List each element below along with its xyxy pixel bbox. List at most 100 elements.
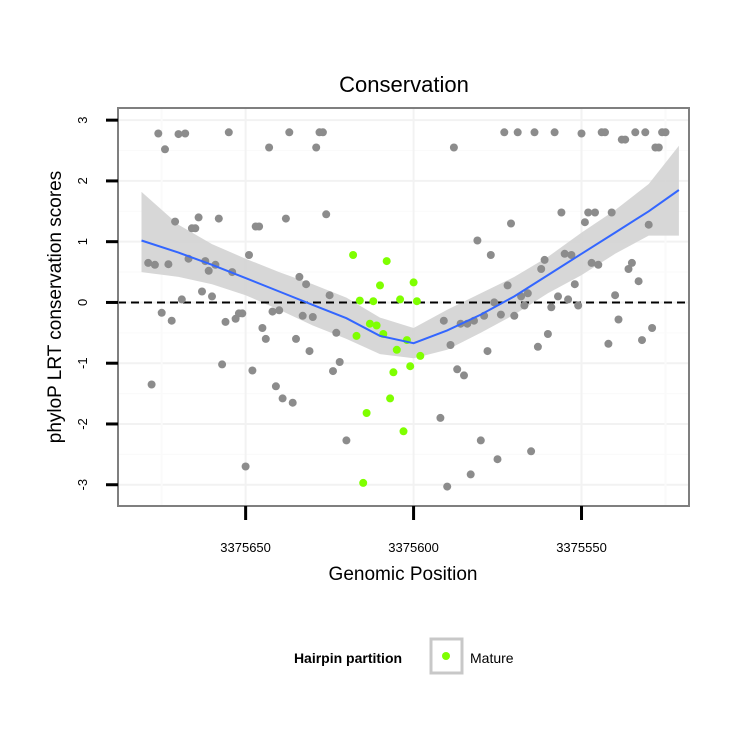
y-tick-label: 2 <box>75 177 90 184</box>
data-point <box>449 143 458 152</box>
legend-key-dot <box>442 652 450 660</box>
data-point <box>547 303 556 312</box>
data-point <box>594 260 603 269</box>
data-point <box>218 360 227 369</box>
data-point <box>261 334 270 343</box>
data-point <box>543 330 552 338</box>
data-point <box>607 208 616 217</box>
data-point <box>644 220 653 229</box>
data-point <box>164 260 173 269</box>
data-point <box>560 249 569 258</box>
data-point <box>329 367 337 376</box>
data-point <box>275 306 284 315</box>
data-point <box>191 224 200 233</box>
y-tick-label: 3 <box>75 117 90 124</box>
data-point <box>466 470 475 479</box>
data-point <box>483 347 492 356</box>
x-tick-label: 3375650 <box>220 540 271 555</box>
x-axis-ticks: 3375650 3375600 3375550 <box>220 506 607 555</box>
data-point <box>322 210 331 219</box>
data-point <box>278 394 287 403</box>
data-point <box>614 315 623 324</box>
data-point <box>496 310 505 319</box>
data-point <box>167 316 176 325</box>
data-point-mature <box>362 409 371 417</box>
data-point-mature <box>396 295 405 304</box>
y-axis-ticks: -3 -2 -1 0 1 2 3 <box>75 117 118 490</box>
data-point <box>177 295 186 304</box>
data-point <box>520 301 529 310</box>
data-point <box>312 143 321 152</box>
data-point <box>221 317 230 326</box>
data-point <box>439 316 448 325</box>
data-point <box>634 277 643 286</box>
data-point <box>194 213 203 222</box>
data-point <box>580 218 589 227</box>
data-point <box>268 307 277 316</box>
data-point-mature <box>392 345 401 354</box>
data-point <box>271 382 280 391</box>
data-point <box>241 462 250 471</box>
confidence-band <box>141 145 679 359</box>
data-point-mature <box>365 319 374 328</box>
x-axis-label: Genomic Position <box>329 564 478 585</box>
y-tick-label: 1 <box>75 238 90 245</box>
data-point <box>473 236 482 245</box>
data-point <box>654 143 663 152</box>
data-point <box>150 260 159 269</box>
data-point-mature <box>372 321 381 330</box>
data-point-mature <box>352 331 361 340</box>
data-point <box>342 436 351 445</box>
data-point <box>500 128 509 137</box>
data-point <box>224 128 233 137</box>
data-point <box>530 128 539 137</box>
data-point <box>295 272 304 281</box>
smooth-fit-line <box>141 189 680 345</box>
data-point <box>631 128 640 137</box>
data-point <box>550 128 559 137</box>
data-point-mature <box>355 296 364 305</box>
data-point <box>584 208 593 217</box>
data-point <box>281 214 290 223</box>
data-point <box>171 217 180 226</box>
data-point <box>335 358 344 366</box>
data-point <box>174 130 183 139</box>
data-point <box>144 258 153 267</box>
data-point <box>157 308 166 317</box>
data-point <box>557 208 566 217</box>
data-point <box>446 341 455 349</box>
data-point <box>577 129 586 138</box>
data-point-mature <box>389 368 398 377</box>
data-point <box>507 219 515 228</box>
data-point <box>661 128 670 137</box>
data-point <box>611 291 620 300</box>
data-point <box>245 251 253 259</box>
data-point <box>288 398 297 407</box>
y-tick-label: -1 <box>75 357 90 369</box>
data-point <box>641 128 650 137</box>
data-point-mature <box>369 297 378 306</box>
data-point <box>591 208 599 217</box>
data-point <box>302 280 311 289</box>
data-point <box>308 313 317 321</box>
data-point <box>513 128 522 137</box>
data-point <box>332 328 341 337</box>
data-point-mature <box>359 478 368 487</box>
data-point-mature <box>382 257 391 266</box>
confidence-band-area <box>141 145 679 359</box>
data-point <box>208 292 216 301</box>
data-point <box>648 324 657 332</box>
data-point <box>285 128 294 137</box>
data-point <box>198 287 206 296</box>
data-point <box>265 143 274 152</box>
legend-title: Hairpin partition <box>294 650 402 666</box>
data-point <box>486 251 495 259</box>
smooth-fit <box>141 189 680 345</box>
data-point <box>564 295 573 304</box>
data-point-mature <box>399 427 408 436</box>
data-point-mature <box>409 278 418 287</box>
y-tick-label: -2 <box>75 418 90 430</box>
data-points <box>144 128 670 491</box>
